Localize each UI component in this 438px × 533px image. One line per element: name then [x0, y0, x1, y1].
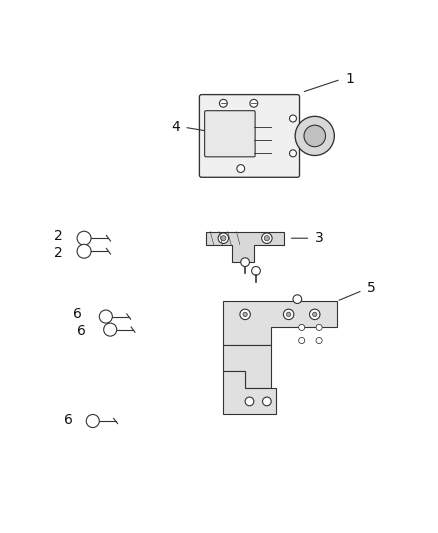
Circle shape	[221, 236, 226, 241]
Circle shape	[316, 337, 322, 344]
Circle shape	[316, 325, 322, 330]
Circle shape	[241, 258, 250, 266]
Circle shape	[299, 325, 305, 330]
Circle shape	[77, 231, 91, 245]
Circle shape	[237, 165, 245, 173]
FancyBboxPatch shape	[205, 111, 255, 157]
Circle shape	[240, 309, 251, 320]
Circle shape	[304, 125, 325, 147]
Circle shape	[286, 312, 291, 317]
Circle shape	[99, 310, 113, 323]
Circle shape	[264, 236, 269, 241]
Circle shape	[219, 99, 227, 107]
Circle shape	[293, 295, 302, 303]
Circle shape	[218, 233, 229, 244]
Circle shape	[262, 397, 271, 406]
Polygon shape	[206, 232, 284, 262]
Circle shape	[104, 323, 117, 336]
Text: 1: 1	[345, 72, 354, 86]
Circle shape	[250, 99, 258, 107]
Text: 6: 6	[73, 308, 82, 321]
Circle shape	[290, 115, 297, 122]
Circle shape	[313, 312, 317, 317]
Text: 6: 6	[78, 324, 86, 338]
Text: 6: 6	[64, 413, 73, 427]
Circle shape	[245, 397, 254, 406]
Circle shape	[252, 266, 260, 275]
Text: 2: 2	[53, 246, 62, 260]
Circle shape	[261, 233, 272, 244]
Circle shape	[86, 415, 99, 427]
Polygon shape	[223, 345, 271, 389]
Circle shape	[295, 116, 334, 156]
Circle shape	[243, 312, 247, 317]
Circle shape	[290, 150, 297, 157]
Circle shape	[299, 337, 305, 344]
Polygon shape	[223, 301, 336, 345]
Circle shape	[310, 309, 320, 320]
Text: 3: 3	[315, 231, 324, 245]
FancyBboxPatch shape	[199, 94, 300, 177]
Circle shape	[77, 244, 91, 258]
Text: 5: 5	[367, 281, 376, 295]
Polygon shape	[223, 371, 276, 415]
Text: 2: 2	[53, 230, 62, 244]
Circle shape	[283, 309, 294, 320]
Text: 4: 4	[171, 120, 180, 134]
